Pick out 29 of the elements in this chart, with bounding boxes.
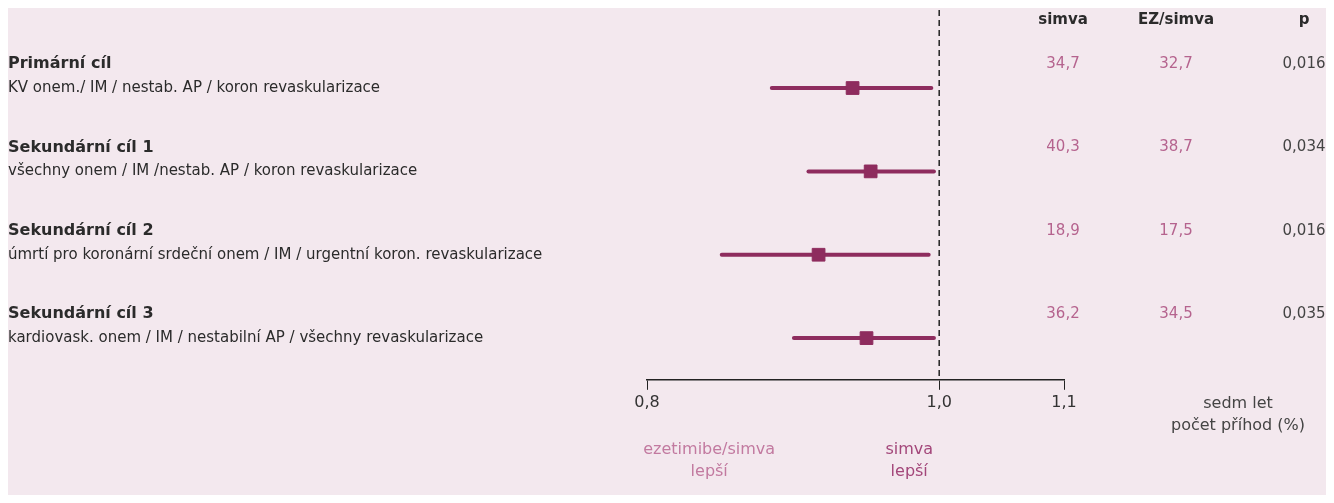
text: 38,7: [1159, 137, 1193, 156]
point: [863, 164, 878, 179]
y-tick-label: Sekundární cíl 1 všechny onem / IM /nestab. AP / koron revaskularizace: [8, 136, 418, 180]
x-tick-label: 1,1: [1051, 391, 1077, 411]
text: 0,035: [1282, 304, 1326, 323]
text: simva lepší: [885, 438, 934, 480]
text: sedm let počet příhod (%): [1171, 392, 1305, 434]
annotation: simva: [1038, 9, 1088, 28]
point: [845, 81, 860, 95]
text: 0,034: [1282, 137, 1326, 156]
text: 32,7: [1159, 53, 1193, 72]
text: p: [1298, 9, 1310, 28]
annotation: 18,9: [1046, 220, 1080, 239]
y-tick-label: Sekundární cíl 2 úmrtí pro koronární srdeční onem / IM / urgentní koron. revaskularizace: [8, 219, 543, 263]
text: 0,016: [1282, 53, 1326, 72]
y-tick-label: Sekundární cíl 3 kardiovask. onem / IM / nestabilní AP / všechny revaskularizace: [8, 303, 484, 347]
annotation: 36,2: [1046, 304, 1080, 323]
x-tick-label: 0,8: [634, 391, 660, 411]
point: [859, 331, 874, 345]
text: ezetimibe/simva lepší: [643, 438, 776, 480]
y-tick-label: Primární cíl KV onem./ IM / nestab. AP / koron revaskularizace: [8, 53, 381, 96]
annotation: 40,3: [1046, 137, 1080, 156]
text: 0,016: [1282, 220, 1326, 239]
text: 34,5: [1159, 304, 1193, 323]
text: 17,5: [1159, 220, 1193, 239]
text: EZ/simva: [1137, 9, 1215, 28]
x-tick-label: 1,0: [926, 391, 952, 411]
point: [811, 247, 826, 262]
annotation: 34,7: [1046, 53, 1080, 72]
